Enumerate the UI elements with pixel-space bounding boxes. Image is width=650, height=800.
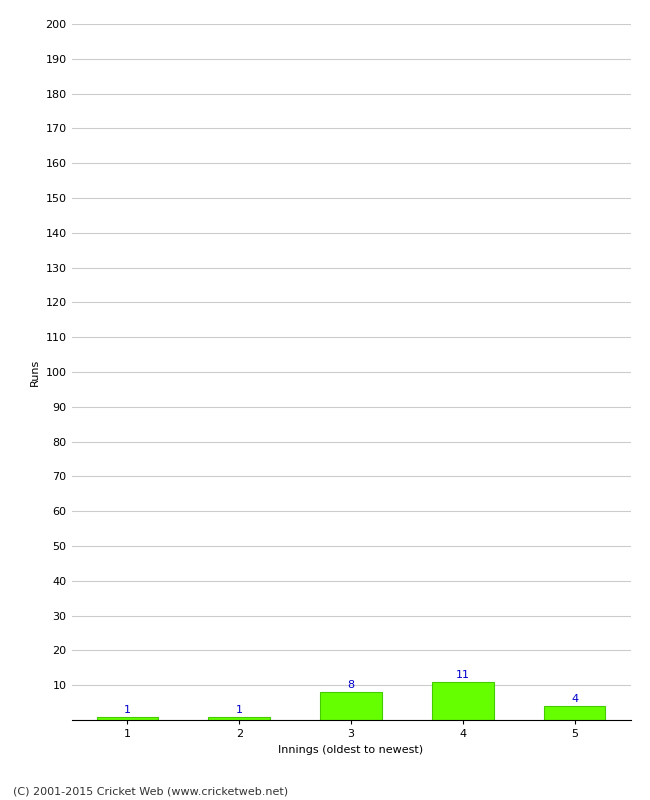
Text: 1: 1 bbox=[236, 705, 242, 714]
X-axis label: Innings (oldest to newest): Innings (oldest to newest) bbox=[278, 745, 424, 754]
Text: 11: 11 bbox=[456, 670, 470, 680]
Text: 1: 1 bbox=[124, 705, 131, 714]
Bar bbox=[544, 706, 605, 720]
Bar bbox=[320, 692, 382, 720]
Bar bbox=[97, 717, 158, 720]
Text: (C) 2001-2015 Cricket Web (www.cricketweb.net): (C) 2001-2015 Cricket Web (www.cricketwe… bbox=[13, 786, 288, 796]
Text: 8: 8 bbox=[348, 681, 354, 690]
Y-axis label: Runs: Runs bbox=[30, 358, 40, 386]
Bar bbox=[209, 717, 270, 720]
Text: 4: 4 bbox=[571, 694, 578, 704]
Bar bbox=[432, 682, 493, 720]
